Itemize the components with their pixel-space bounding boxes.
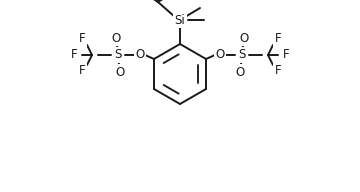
Text: O: O — [135, 49, 145, 61]
Text: F: F — [283, 49, 289, 61]
Text: F: F — [275, 32, 281, 46]
Text: Si: Si — [175, 13, 185, 26]
Text: F: F — [79, 32, 85, 46]
Text: O: O — [111, 31, 121, 45]
Text: O: O — [116, 65, 125, 79]
Text: F: F — [79, 65, 85, 78]
Text: F: F — [275, 65, 281, 78]
Text: S: S — [114, 49, 122, 61]
Text: F: F — [71, 49, 77, 61]
Text: O: O — [235, 65, 244, 79]
Text: S: S — [238, 49, 246, 61]
Text: O: O — [215, 49, 225, 61]
Text: O: O — [239, 31, 249, 45]
